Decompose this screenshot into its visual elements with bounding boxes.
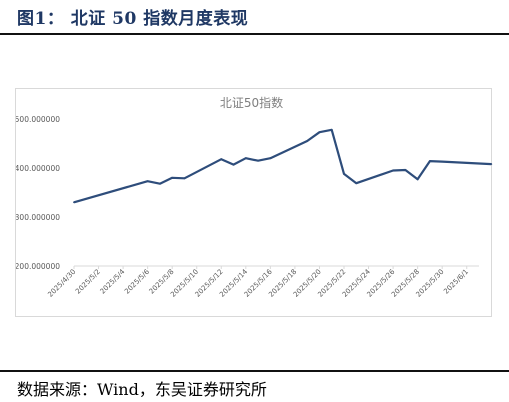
data-point: [269, 157, 272, 160]
data-point: [257, 159, 259, 162]
y-tick-label: 1,400.000000: [16, 164, 60, 173]
data-point: [355, 182, 358, 185]
data-point: [392, 169, 394, 172]
y-tick-label: 1,500.000000: [16, 115, 60, 124]
y-tick-label: 1,200.000000: [16, 262, 60, 271]
chart-frame: 北证50指数 1,200.000000 1,300.000000 1,400.000…: [15, 88, 493, 317]
data-point: [183, 177, 186, 180]
data-point: [343, 172, 345, 175]
data-point: [73, 201, 75, 204]
data-point: [416, 178, 419, 181]
data-point: [171, 176, 174, 179]
bottom-rule: [0, 370, 509, 372]
data-point: [232, 163, 235, 166]
line-chart: 北证50指数 1,200.000000 1,300.000000 1,400.000…: [16, 95, 493, 299]
data-point: [318, 131, 321, 134]
data-point: [159, 182, 161, 185]
x-tick-label: 2025/5/6: [123, 267, 151, 295]
data-point: [306, 140, 309, 142]
data-point: [244, 157, 247, 160]
y-tick-label: 1,300.000000: [16, 213, 60, 222]
data-point: [441, 160, 444, 163]
x-tick-label: 2025/5/2: [74, 268, 102, 296]
figure-title: 图1： 北证 50 指数月度表现: [17, 9, 249, 29]
x-tick-label: 2025/4/30: [46, 268, 77, 299]
x-tick-label: 2025/6/1: [442, 268, 470, 296]
data-point: [429, 160, 431, 163]
data-point: [146, 180, 149, 183]
data-point: [490, 163, 493, 165]
data-point: [404, 169, 407, 171]
x-tick-label: 2025/5/4: [99, 267, 127, 295]
source-note: 数据来源：Wind，东吴证券研究所: [17, 380, 267, 399]
series-line: [73, 128, 492, 204]
data-point: [330, 128, 333, 131]
top-rule: [0, 33, 509, 35]
chart-title: 北证50指数: [220, 95, 283, 110]
data-point: [220, 158, 223, 161]
